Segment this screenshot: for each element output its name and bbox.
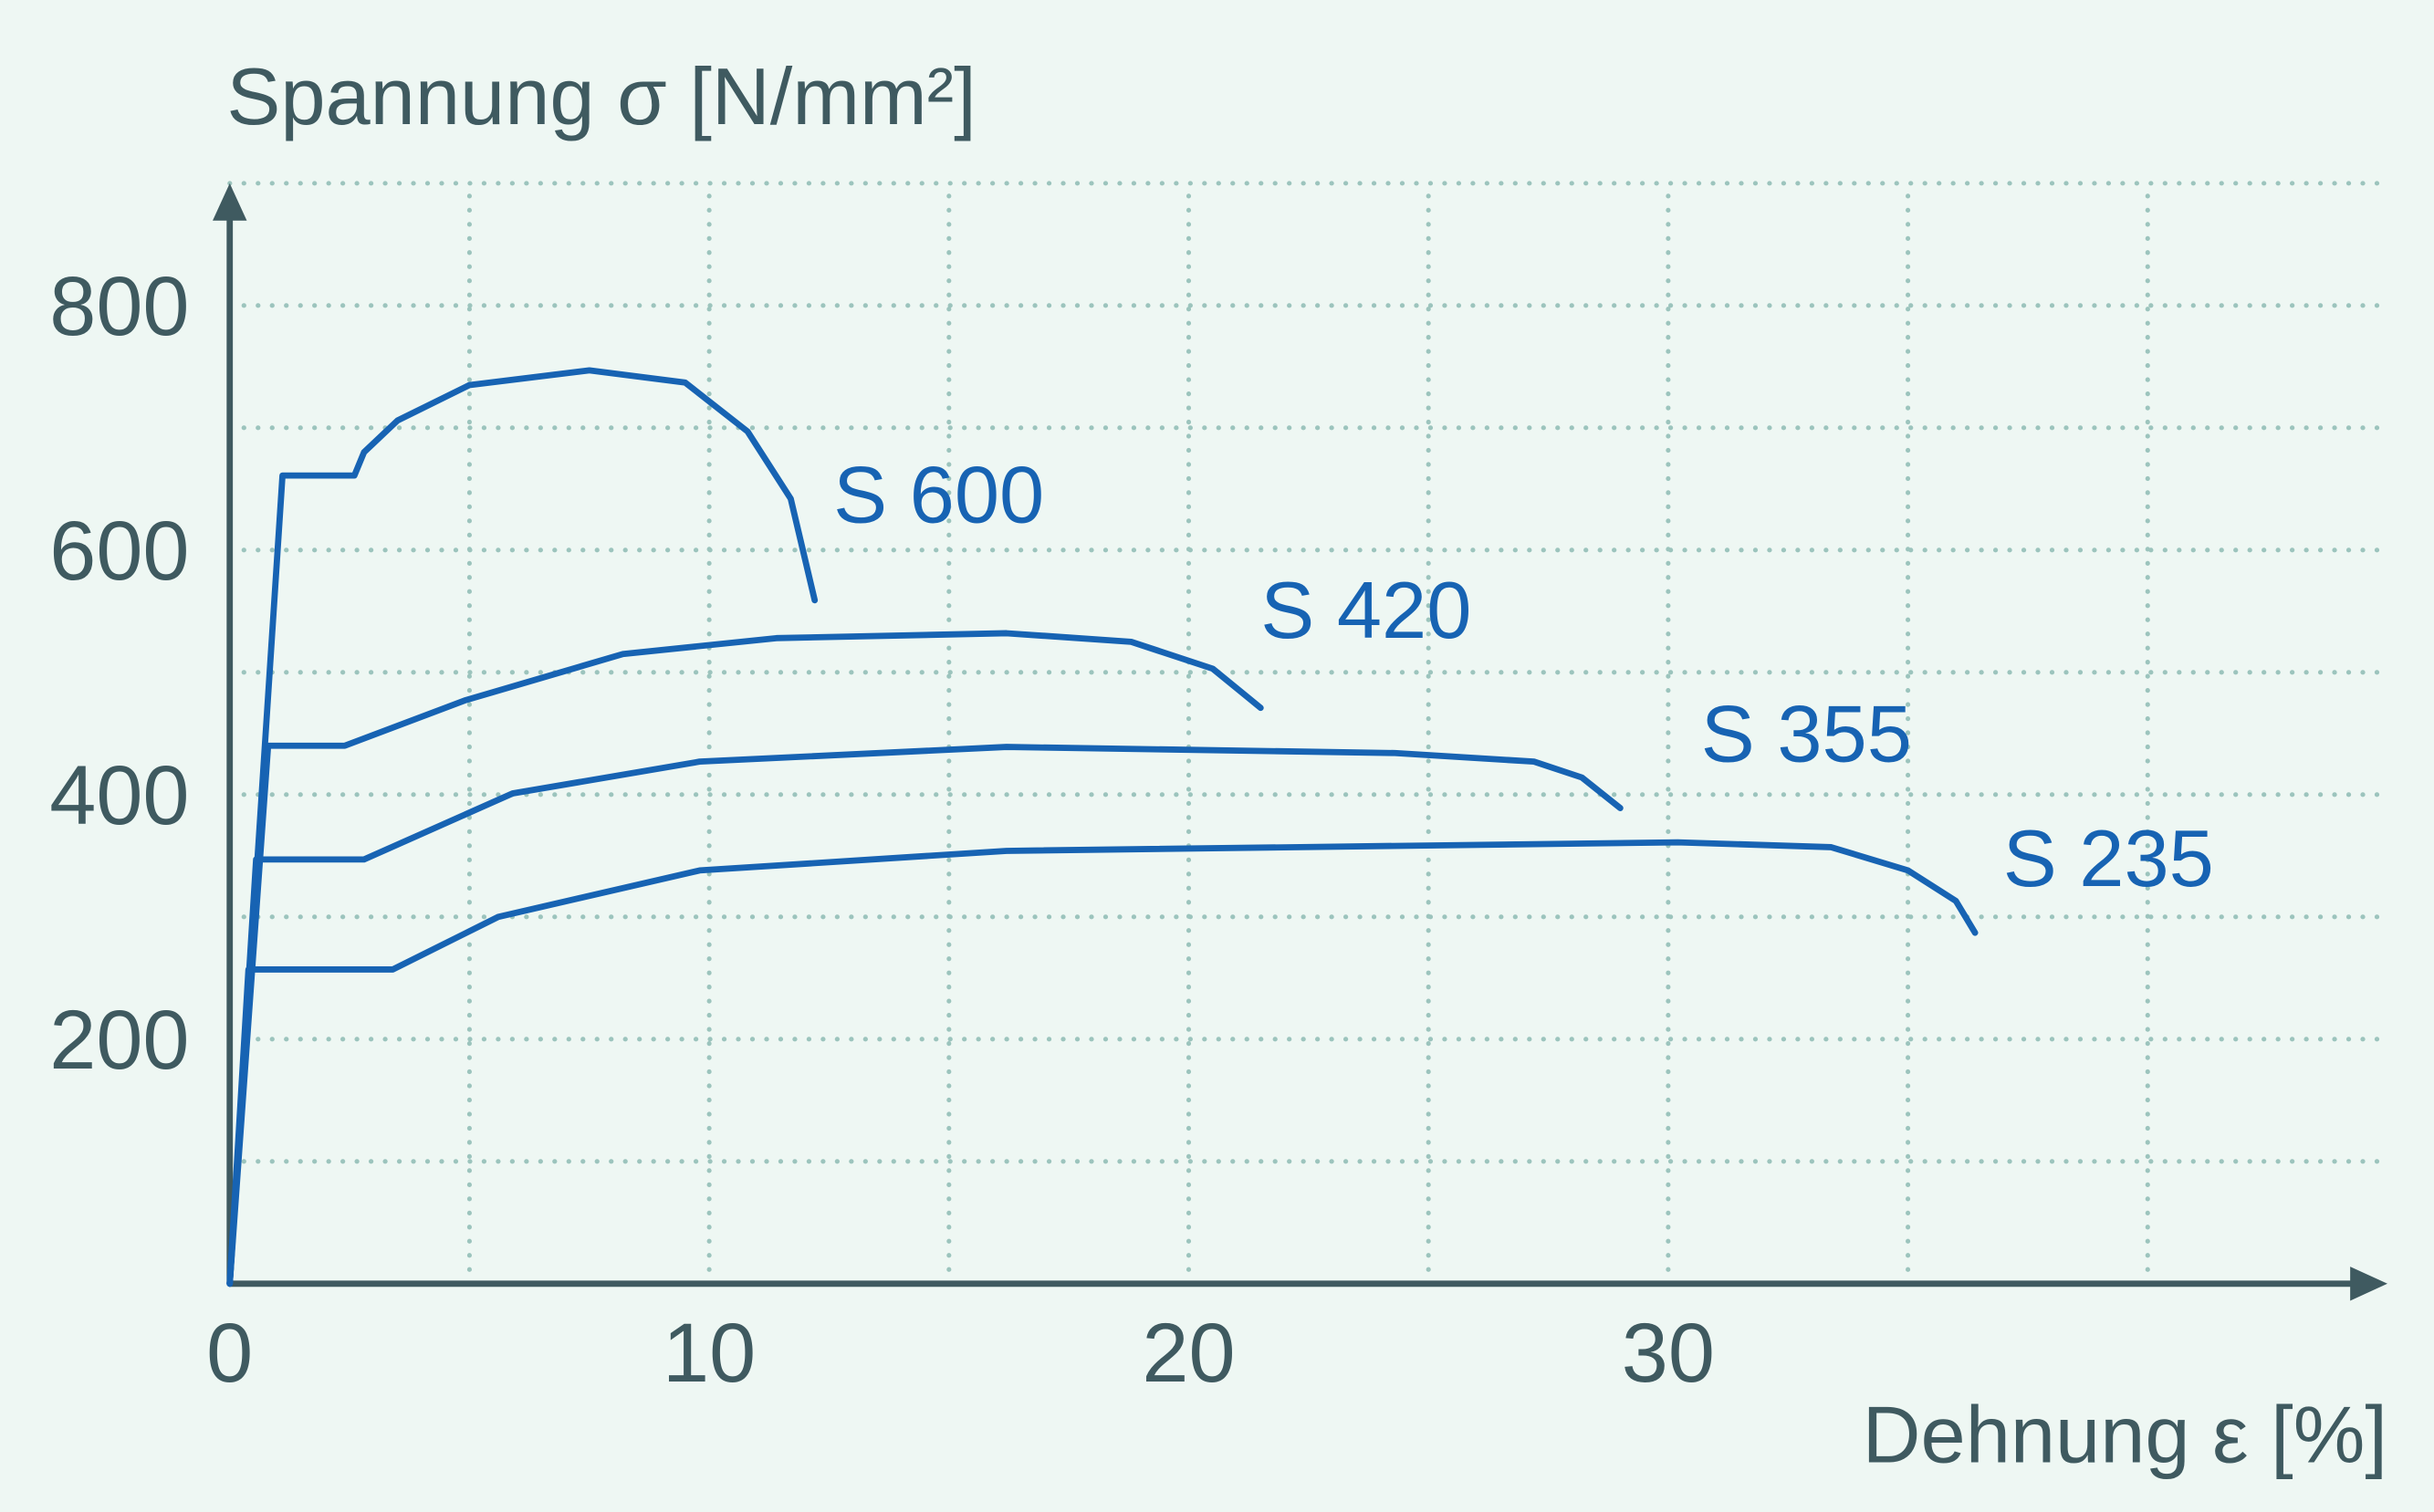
x-axis-title: Dehnung ε [%] (1863, 1389, 2387, 1479)
x-tick-label: 20 (1142, 1307, 1235, 1400)
series-label: S 235 (2003, 813, 2214, 903)
x-tick-label: 10 (663, 1307, 756, 1400)
y-tick-label: 600 (49, 505, 189, 598)
y-tick-label: 400 (49, 749, 189, 842)
line-series (226, 744, 1624, 1288)
line-series (226, 367, 819, 1288)
series-label: S 420 (1260, 565, 1471, 655)
y-axis-title: Spannung σ [N/mm²] (226, 51, 976, 141)
series-label: S 600 (833, 450, 1044, 540)
x-axis-arrow (2350, 1267, 2387, 1301)
line-series (226, 839, 1979, 1288)
y-tick-label: 800 (49, 260, 189, 353)
line-series (226, 630, 1264, 1288)
x-tick-label: 30 (1622, 1307, 1715, 1400)
series-label: S 355 (1701, 689, 1912, 779)
y-axis-arrow (213, 182, 247, 221)
y-tick-label: 200 (49, 994, 189, 1087)
x-tick-label: 0 (206, 1307, 253, 1400)
